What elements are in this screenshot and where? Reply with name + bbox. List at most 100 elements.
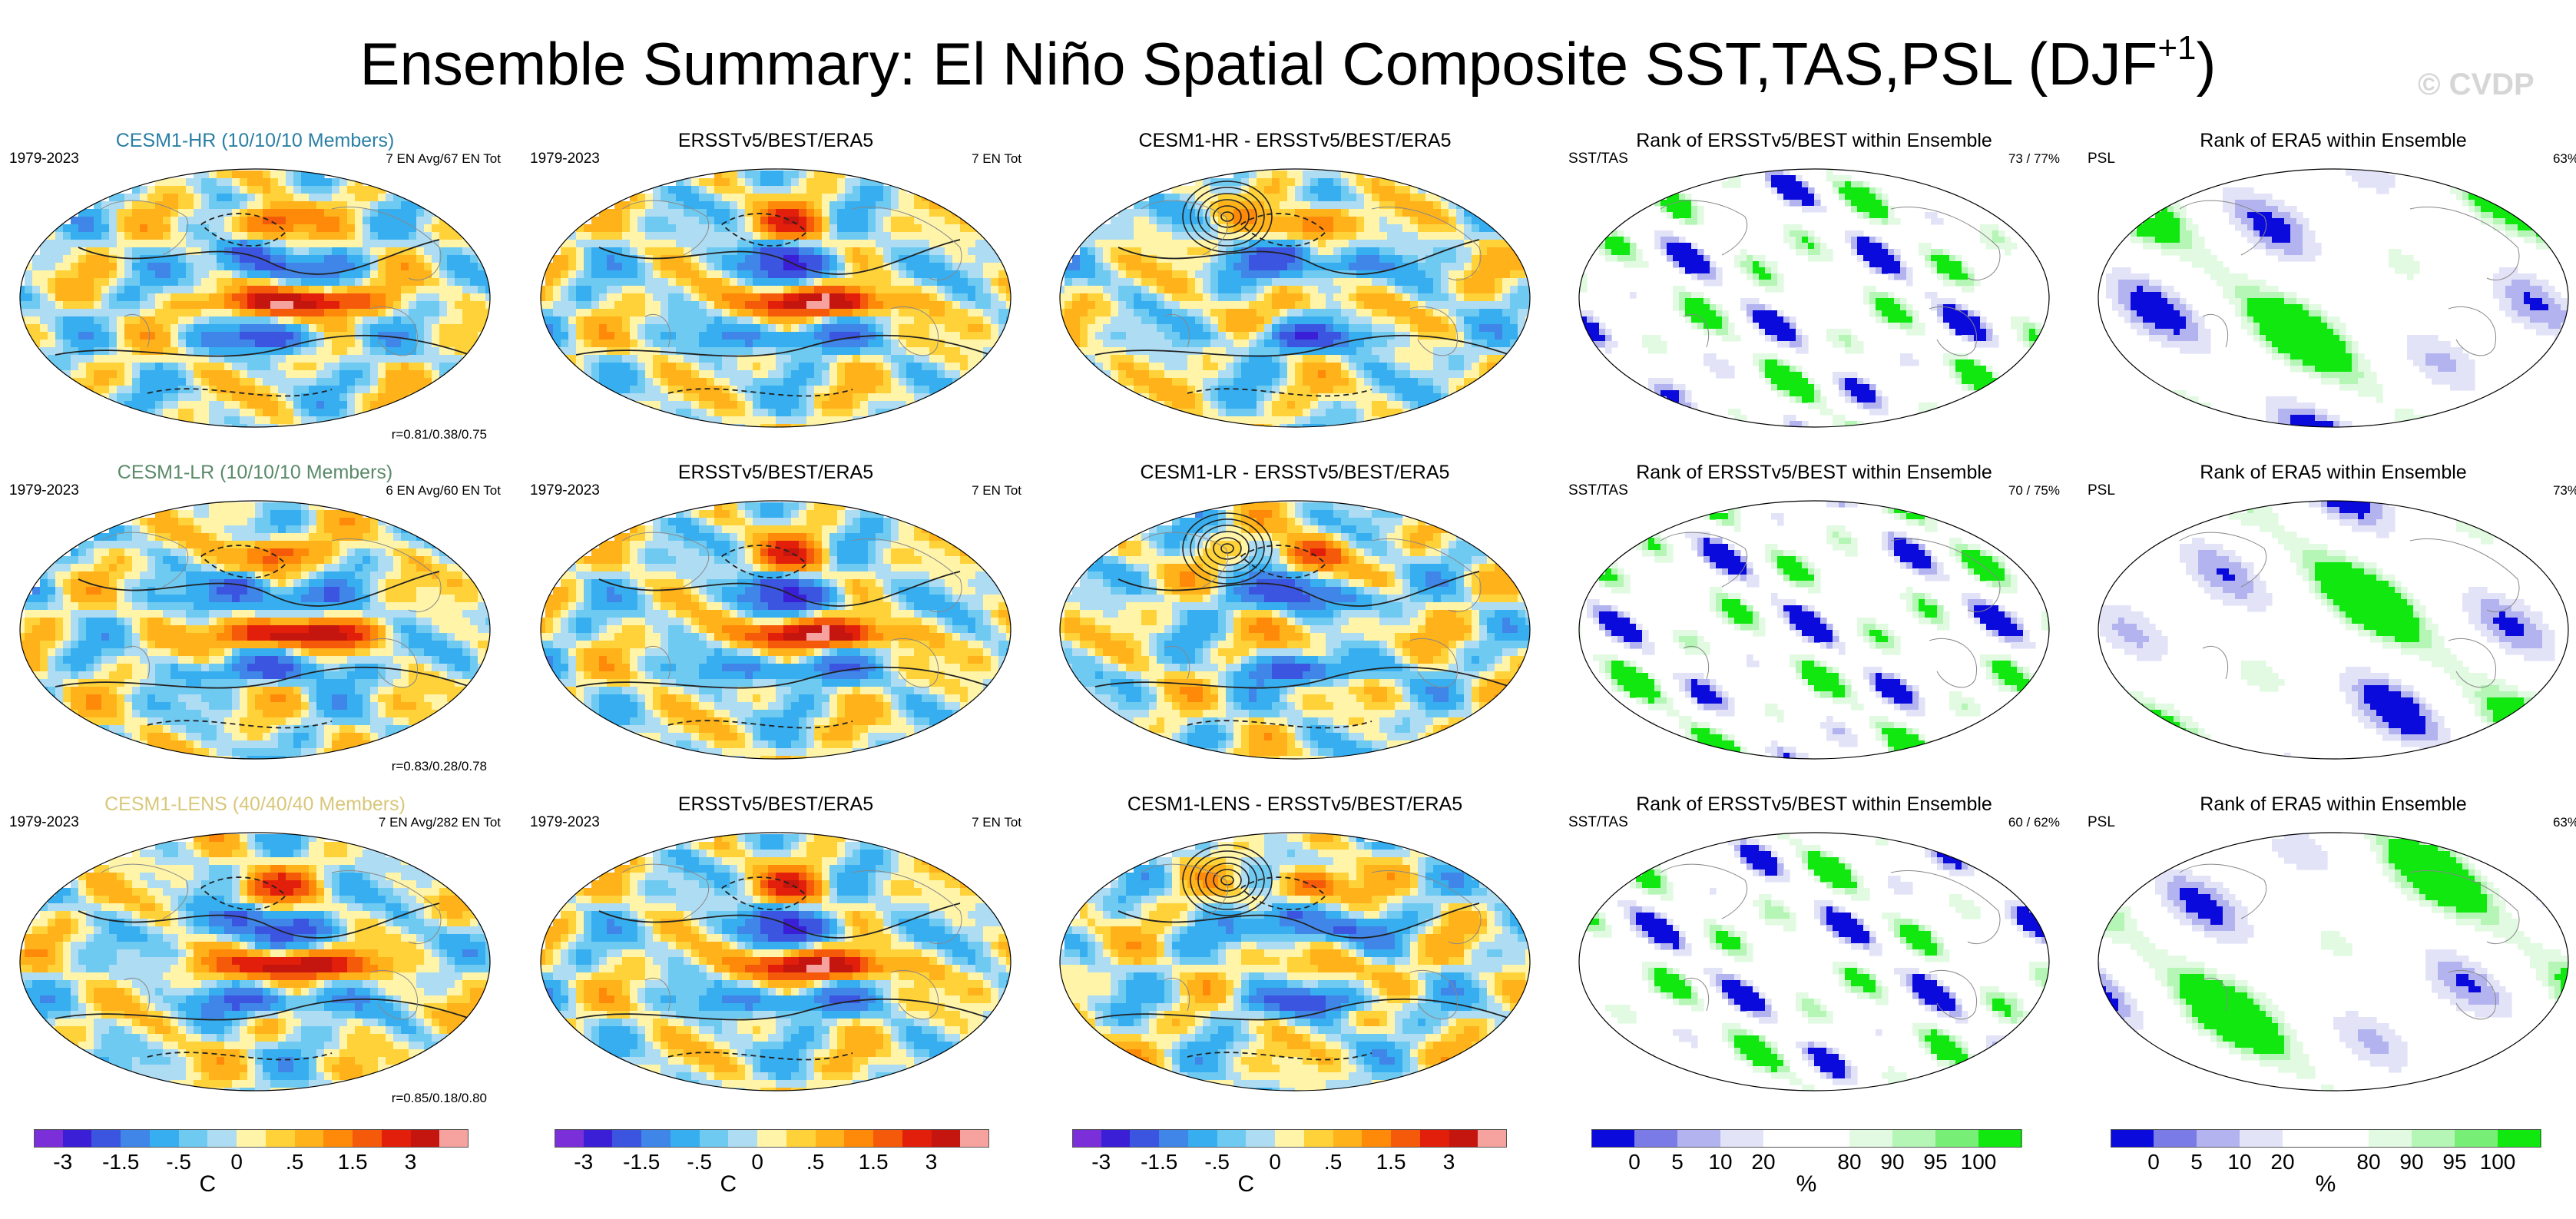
grid-cell bbox=[316, 224, 325, 233]
grid-cell bbox=[263, 393, 271, 402]
grid-cell bbox=[194, 301, 202, 310]
grid-cell bbox=[1210, 363, 1219, 371]
grid-cell bbox=[1187, 286, 1196, 294]
grid-cell bbox=[409, 263, 417, 271]
grid-cell bbox=[599, 232, 608, 240]
grid-cell bbox=[247, 240, 256, 248]
grid-cell bbox=[171, 378, 179, 386]
grid-cell bbox=[837, 363, 846, 371]
grid-cell bbox=[1172, 278, 1180, 287]
grid-cell bbox=[599, 340, 608, 348]
grid-cell bbox=[899, 340, 907, 348]
grid-cell bbox=[876, 401, 884, 409]
grid-cell bbox=[355, 201, 363, 210]
grid-cell bbox=[247, 286, 256, 294]
grid-cell bbox=[676, 363, 684, 371]
grid-cell bbox=[1233, 347, 1242, 356]
grid-cell bbox=[1449, 340, 1457, 348]
grid-cell bbox=[263, 424, 271, 427]
grid-cell bbox=[975, 263, 984, 271]
grid-cell bbox=[1157, 363, 1165, 371]
grid-cell bbox=[1372, 224, 1380, 233]
grid-cell bbox=[607, 316, 615, 325]
grid-cell bbox=[232, 340, 240, 348]
grid-cell bbox=[370, 347, 379, 356]
grid-cell bbox=[1134, 278, 1142, 287]
grid-cell bbox=[1264, 332, 1273, 340]
grid-cell bbox=[707, 370, 715, 379]
grid-cell bbox=[247, 186, 256, 194]
grid-cell bbox=[837, 194, 846, 202]
grid-cell bbox=[1326, 378, 1334, 386]
grid-cell bbox=[1387, 178, 1396, 187]
grid-cell bbox=[286, 240, 294, 248]
grid-cell bbox=[124, 224, 133, 233]
grid-cell bbox=[171, 316, 179, 325]
grid-cell bbox=[1180, 340, 1188, 348]
grid-cell bbox=[485, 324, 490, 333]
grid-cell bbox=[945, 232, 953, 240]
grid-cell bbox=[837, 301, 846, 310]
grid-cell bbox=[1326, 201, 1334, 210]
grid-cell bbox=[1218, 340, 1227, 348]
grid-cell bbox=[101, 232, 110, 240]
grid-cell bbox=[661, 201, 669, 210]
grid-cell bbox=[753, 286, 761, 294]
grid-cell bbox=[147, 378, 156, 386]
grid-cell bbox=[1310, 386, 1319, 394]
grid-cell bbox=[94, 363, 102, 371]
grid-cell bbox=[109, 370, 118, 379]
grid-cell bbox=[1310, 178, 1319, 187]
grid-cell bbox=[783, 378, 792, 386]
grid-cell bbox=[860, 409, 869, 417]
grid-cell bbox=[147, 301, 156, 310]
grid-cell bbox=[561, 316, 569, 325]
grid-cell bbox=[224, 316, 233, 325]
grid-cell bbox=[1364, 270, 1372, 279]
grid-cell bbox=[791, 378, 800, 386]
grid-cell bbox=[722, 363, 730, 371]
grid-cell bbox=[1303, 263, 1311, 271]
grid-cell bbox=[1410, 278, 1419, 287]
grid-cell bbox=[209, 217, 217, 225]
grid-cell bbox=[768, 186, 776, 194]
grid-cell bbox=[722, 293, 730, 302]
grid-cell bbox=[1333, 386, 1342, 394]
grid-cell bbox=[945, 378, 953, 386]
grid-cell bbox=[194, 171, 202, 179]
grid-cell bbox=[899, 370, 907, 379]
grid-cell bbox=[355, 378, 363, 386]
grid-cell bbox=[86, 370, 94, 379]
grid-cell bbox=[263, 278, 271, 287]
grid-cell bbox=[714, 263, 723, 271]
grid-cell bbox=[1441, 324, 1449, 333]
grid-cell bbox=[178, 316, 187, 325]
grid-cell bbox=[607, 309, 615, 317]
grid-cell bbox=[1402, 309, 1411, 317]
grid-cell bbox=[201, 171, 210, 179]
grid-cell bbox=[860, 378, 869, 386]
grid-cell bbox=[1510, 270, 1518, 279]
grid-cell bbox=[1134, 355, 1142, 363]
grid-cell bbox=[416, 340, 425, 348]
grid-cell bbox=[968, 232, 976, 240]
grid-cell bbox=[247, 378, 256, 386]
grid-cell bbox=[1164, 378, 1173, 386]
grid-cell bbox=[960, 340, 968, 348]
grid-cell bbox=[347, 201, 356, 210]
grid-cell bbox=[240, 332, 248, 340]
grid-cell bbox=[1072, 270, 1081, 279]
grid-cell bbox=[837, 186, 846, 194]
grid-cell bbox=[791, 332, 800, 340]
grid-cell bbox=[714, 301, 723, 310]
grid-cell bbox=[630, 316, 638, 325]
grid-cell bbox=[178, 324, 187, 333]
grid-cell bbox=[914, 393, 922, 402]
grid-cell bbox=[1341, 301, 1349, 310]
grid-cell bbox=[707, 378, 715, 386]
grid-cell bbox=[1364, 347, 1372, 356]
grid-cell bbox=[607, 301, 615, 310]
grid-cell bbox=[1303, 209, 1311, 217]
grid-cell bbox=[684, 186, 692, 194]
grid-cell bbox=[1203, 301, 1211, 310]
